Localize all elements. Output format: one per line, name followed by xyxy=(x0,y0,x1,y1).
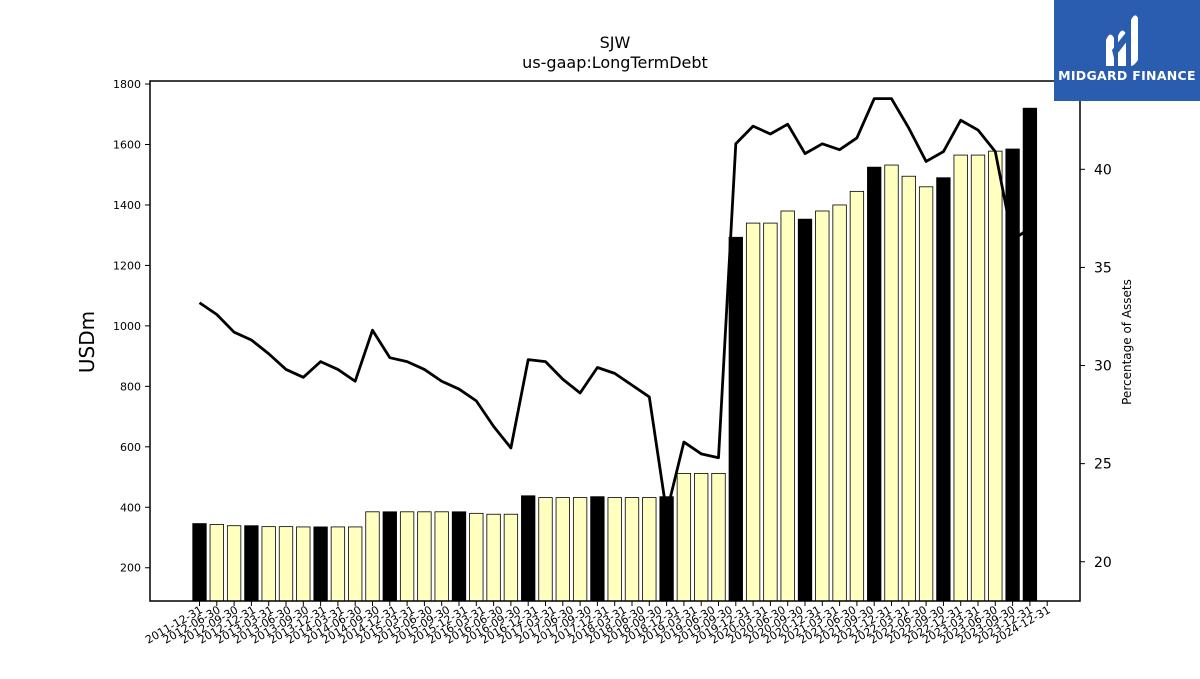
bar xyxy=(503,513,519,602)
bar xyxy=(884,164,899,602)
bar xyxy=(572,497,588,602)
y-axis-label: USDm xyxy=(75,311,99,373)
bar xyxy=(607,497,622,602)
percentage-line xyxy=(198,97,1031,515)
midgard-logo-icon xyxy=(1106,15,1138,67)
bar xyxy=(728,236,743,602)
bar xyxy=(711,473,726,602)
bar xyxy=(365,511,380,602)
y-tick-label: 800 xyxy=(120,380,141,393)
y-tick-label: 1600 xyxy=(113,138,141,151)
chart-title: SJW xyxy=(600,33,631,52)
bar xyxy=(417,511,432,602)
bar xyxy=(780,210,795,602)
bar xyxy=(988,150,1003,602)
y-tick-label: 1800 xyxy=(113,78,141,91)
y2-axis-label: Percentage of Assets xyxy=(1120,279,1134,405)
bar xyxy=(970,154,986,602)
bar xyxy=(694,473,709,602)
bar xyxy=(486,513,501,602)
bar xyxy=(849,190,865,602)
bar xyxy=(936,177,951,602)
bar xyxy=(624,497,640,602)
bar xyxy=(815,210,830,602)
bar xyxy=(676,473,692,602)
bar xyxy=(797,218,813,602)
bar xyxy=(296,526,311,602)
y-tick-label: 1200 xyxy=(113,259,141,272)
bar xyxy=(330,526,346,602)
midgard-finance-logo: MIDGARD FINANCE xyxy=(1054,0,1200,101)
y-tick-label: 400 xyxy=(120,501,141,514)
bar xyxy=(469,512,484,602)
chart-subtitle: us-gaap:LongTermDebt xyxy=(522,53,708,72)
bar xyxy=(278,526,294,602)
bar xyxy=(642,497,657,602)
y2-tick-label: 30 xyxy=(1094,359,1112,375)
bar xyxy=(209,524,224,602)
bar xyxy=(434,511,449,602)
y-tick-label: 600 xyxy=(120,441,141,454)
logo-text: MIDGARD FINANCE xyxy=(1058,68,1196,83)
y-tick-label: 200 xyxy=(120,562,141,575)
bar xyxy=(313,526,328,602)
y2-tick-label: 25 xyxy=(1094,457,1112,473)
bar xyxy=(745,222,761,602)
y2-tick-label: 35 xyxy=(1094,260,1112,276)
bar xyxy=(555,497,570,602)
bar xyxy=(244,525,259,602)
bar xyxy=(382,511,397,602)
bar xyxy=(832,204,847,602)
bar xyxy=(763,222,778,602)
bar xyxy=(261,526,276,602)
bar xyxy=(399,511,415,602)
bar xyxy=(226,525,242,602)
y-tick-label: 1400 xyxy=(113,199,141,212)
bar xyxy=(953,154,968,602)
bar xyxy=(348,526,363,602)
y2-tick-label: 20 xyxy=(1094,555,1112,571)
bar xyxy=(538,497,553,602)
y2-tick-label: 40 xyxy=(1094,162,1112,178)
bar xyxy=(1022,107,1038,602)
bar xyxy=(451,511,467,602)
bar xyxy=(867,166,882,602)
y-tick-label: 1000 xyxy=(113,320,141,333)
bar xyxy=(521,495,536,602)
bar xyxy=(918,186,934,602)
bar xyxy=(901,175,916,602)
bar xyxy=(192,523,207,602)
bar xyxy=(590,496,605,602)
